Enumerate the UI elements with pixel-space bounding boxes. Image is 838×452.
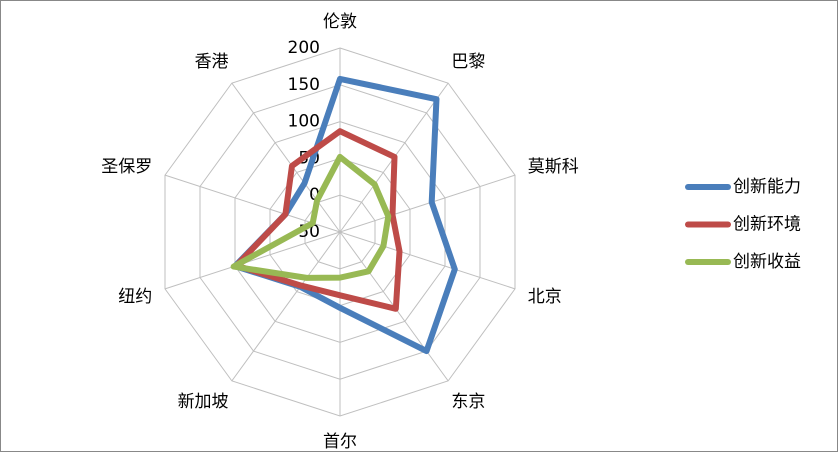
category-label: 新加坡 [178, 392, 229, 412]
legend-label: 创新能力 [733, 177, 801, 197]
legend-label: 创新收益 [733, 252, 801, 272]
category-label: 巴黎 [451, 52, 485, 72]
category-label: 圣保罗 [101, 157, 152, 177]
series-line [233, 128, 403, 312]
tick-label: 150 [288, 75, 320, 95]
category-label: 首尔 [323, 432, 357, 452]
category-label: 伦敦 [323, 12, 357, 32]
spoke [164, 231, 341, 290]
spoke [231, 82, 341, 233]
category-label: 纽约 [118, 287, 152, 307]
tick-label: 0 [309, 185, 320, 205]
category-label: 香港 [195, 52, 229, 72]
legend-label: 创新环境 [733, 215, 801, 235]
spoke [339, 174, 516, 233]
tick-label: 200 [288, 38, 320, 58]
tick-label: -50 [292, 222, 320, 242]
spoke [231, 231, 341, 382]
series-line [232, 75, 458, 355]
series-line [230, 153, 392, 281]
category-label: 北京 [528, 287, 562, 307]
category-label: 莫斯科 [528, 157, 579, 177]
tick-label: 100 [288, 112, 320, 132]
category-label: 东京 [451, 392, 485, 412]
spoke [339, 231, 516, 290]
